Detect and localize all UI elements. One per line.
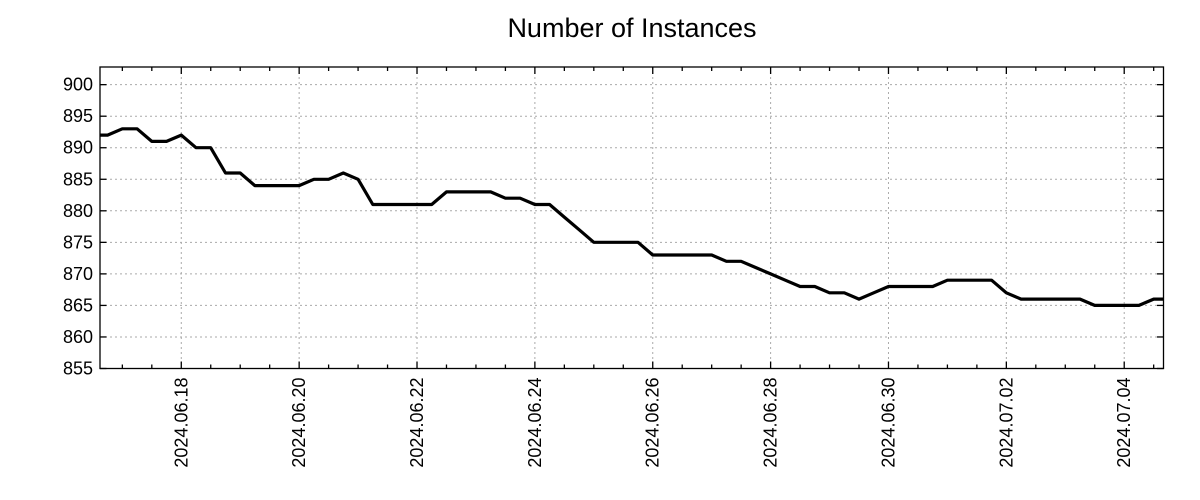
y-tick-label: 895 — [63, 106, 93, 126]
y-tick-label: 885 — [63, 169, 93, 189]
y-tick-label: 890 — [63, 138, 93, 158]
x-tick-label: 2024.07.02 — [996, 378, 1016, 468]
y-tick-label: 880 — [63, 201, 93, 221]
x-tick-label: 2024.06.20 — [289, 378, 309, 468]
y-tick-label: 855 — [63, 359, 93, 379]
x-tick-label: 2024.06.22 — [407, 378, 427, 468]
x-tick-label: 2024.07.04 — [1114, 378, 1134, 468]
y-tick-label: 870 — [63, 264, 93, 284]
y-tick-label: 900 — [63, 75, 93, 95]
y-tick-label: 875 — [63, 232, 93, 252]
x-tick-label: 2024.06.24 — [525, 378, 545, 468]
chart-title: Number of Instances — [507, 13, 756, 43]
plot-frame — [99, 66, 1165, 370]
x-tick-label: 2024.06.30 — [878, 378, 898, 468]
data-line — [100, 127, 1164, 307]
x-tick-label: 2024.06.18 — [171, 378, 191, 468]
x-tick-label: 2024.06.26 — [643, 378, 663, 468]
x-tick-label: 2024.06.28 — [761, 378, 781, 468]
y-tick-label: 860 — [63, 327, 93, 347]
y-tick-label: 865 — [63, 295, 93, 315]
